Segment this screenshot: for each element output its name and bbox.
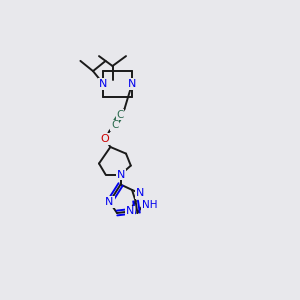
- Text: N: N: [125, 206, 134, 217]
- Text: O: O: [100, 134, 109, 144]
- Text: N: N: [105, 197, 114, 207]
- Text: C: C: [116, 110, 124, 120]
- Text: NH: NH: [142, 200, 157, 210]
- Text: C: C: [111, 120, 118, 130]
- Text: N: N: [136, 188, 145, 199]
- Text: N: N: [99, 79, 108, 89]
- Text: N: N: [116, 169, 125, 180]
- Text: N: N: [128, 79, 136, 89]
